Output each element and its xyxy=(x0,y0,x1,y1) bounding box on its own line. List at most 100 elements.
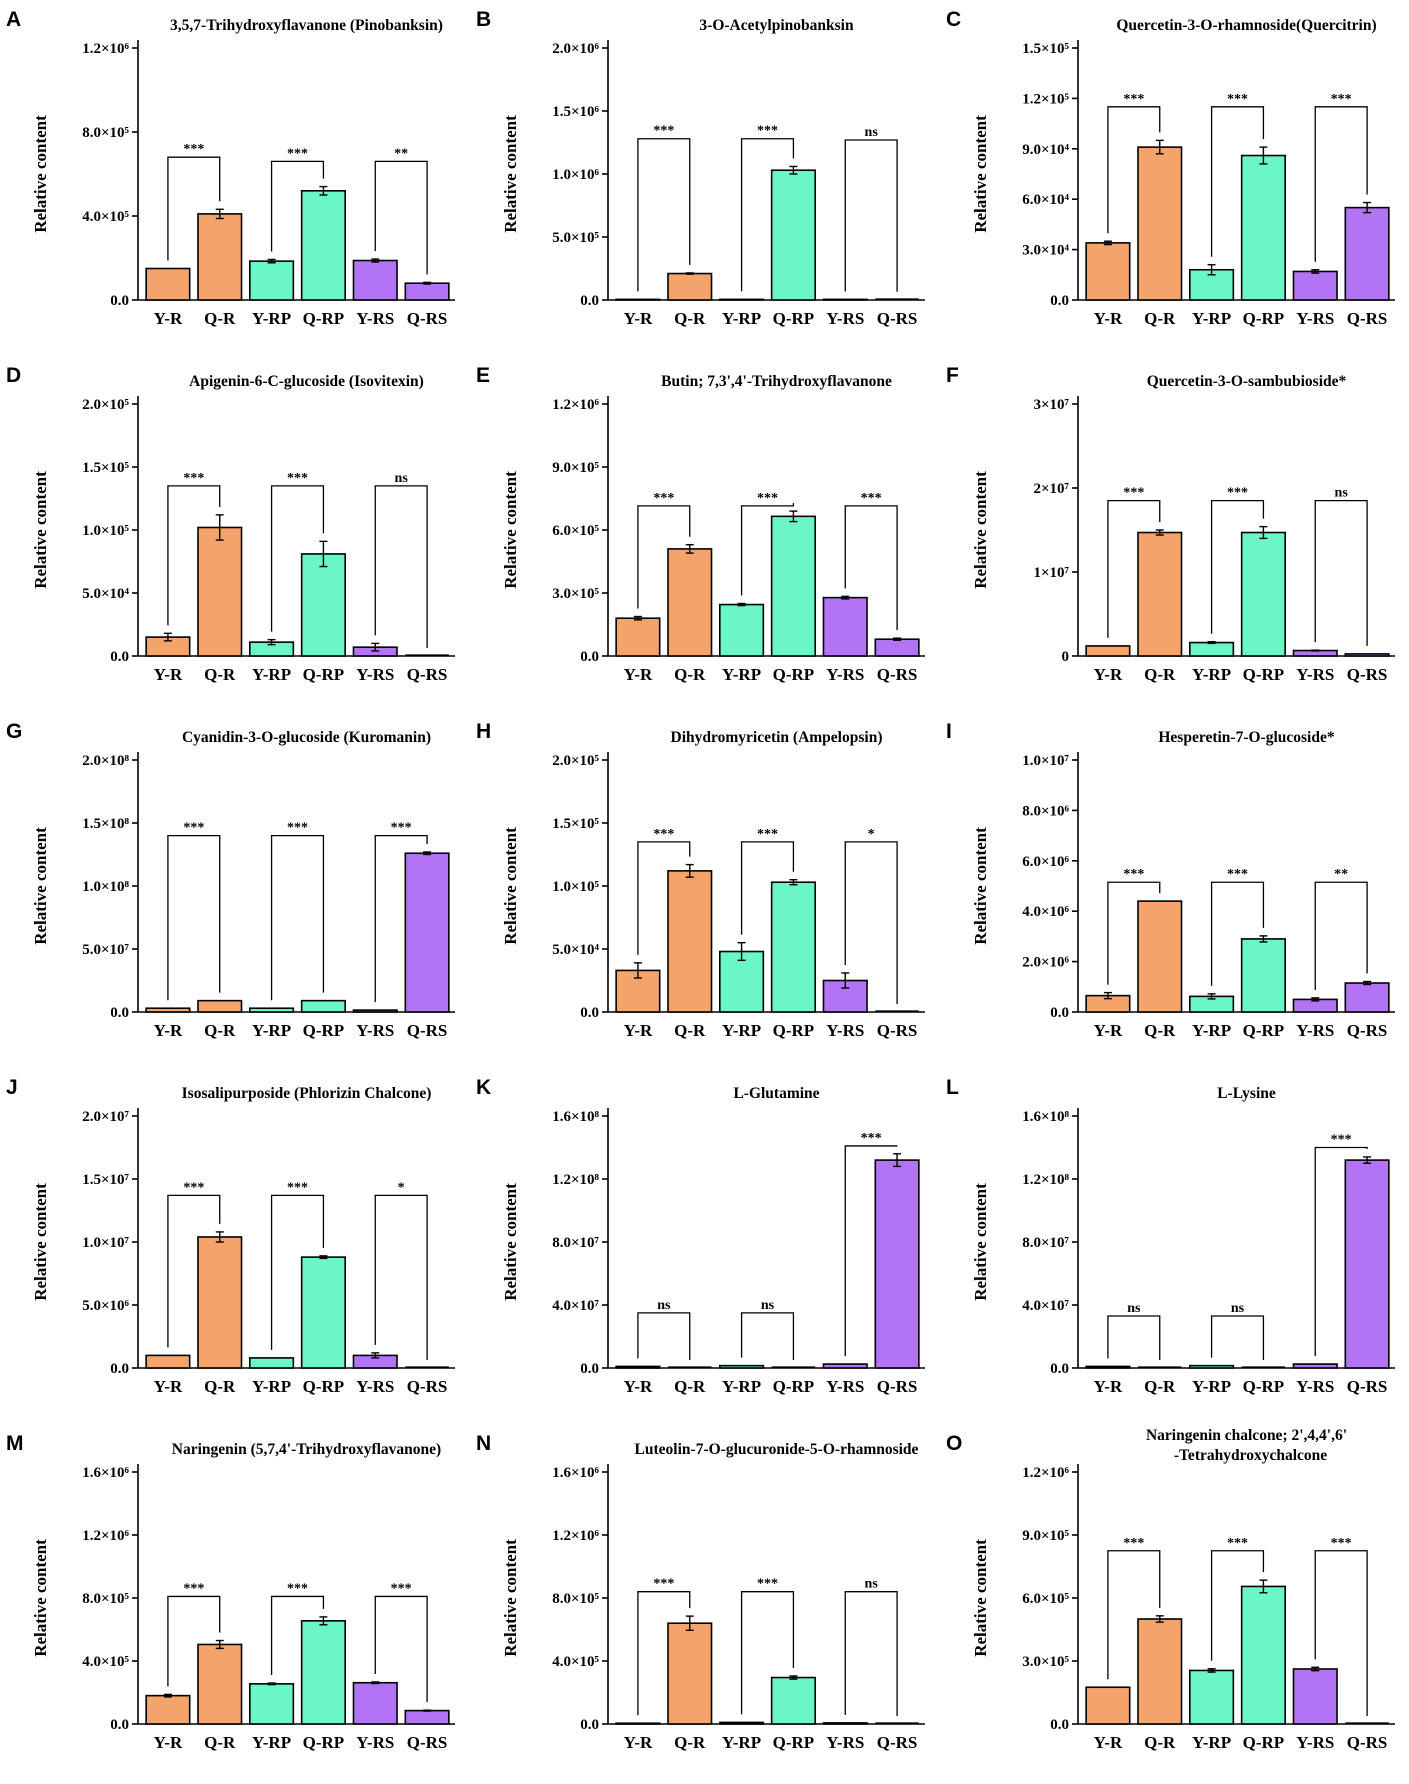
bar-q-rs xyxy=(404,282,450,301)
significance-label: *** xyxy=(653,1577,674,1592)
significance-bracket xyxy=(844,505,898,631)
bar-q-rp xyxy=(770,1676,816,1725)
significance-label: *** xyxy=(1123,92,1144,107)
x-tick-label: Q-RP xyxy=(303,1021,345,1040)
bar-q-r xyxy=(197,1643,243,1725)
bar-y-r xyxy=(145,267,191,301)
significance-bracket xyxy=(167,1194,221,1348)
x-tick-label: Q-RS xyxy=(877,665,918,684)
chart-title: L-Glutamine xyxy=(733,1085,819,1102)
panel-letter: H xyxy=(476,720,491,743)
significance-label: *** xyxy=(287,146,308,161)
bar-q-r xyxy=(1137,146,1183,301)
y-tick-label: 1.2×10⁸ xyxy=(1022,1172,1069,1188)
significance-label: *** xyxy=(1227,92,1248,107)
bar-q-r xyxy=(1137,1618,1183,1725)
y-tick-label: 8.0×10⁶ xyxy=(1022,803,1069,819)
x-tick-label: Y-RP xyxy=(252,309,291,328)
significance-label: ns xyxy=(1127,1301,1141,1316)
y-tick-label: 4.0×10⁵ xyxy=(552,1654,599,1670)
x-tick-label: Q-RP xyxy=(773,309,815,328)
x-tick-label: Y-RP xyxy=(722,309,761,328)
x-tick-label: Y-RP xyxy=(722,665,761,684)
bar-y-rp xyxy=(1189,1669,1235,1725)
significance-bracket xyxy=(844,841,898,1004)
y-tick-label: 8.0×10⁵ xyxy=(82,125,129,141)
y-axis-label: Relative content xyxy=(971,115,990,233)
x-tick-label: Q-RS xyxy=(1347,309,1388,328)
bar-y-r xyxy=(1085,645,1131,657)
y-tick-label: 2.0×10⁵ xyxy=(552,753,599,769)
y-tick-label: 4.0×10⁷ xyxy=(1022,1298,1069,1314)
x-tick-label: Y-R xyxy=(154,665,183,684)
panel-letter: E xyxy=(476,364,490,387)
significance-label: *** xyxy=(1123,1536,1144,1551)
x-tick-label: Q-RS xyxy=(407,309,448,328)
y-tick-label: 8.0×10⁷ xyxy=(1022,1235,1069,1251)
bar-y-rs xyxy=(822,1722,868,1725)
x-tick-label: Y-R xyxy=(1094,665,1123,684)
bar-y-r xyxy=(615,1722,661,1725)
x-tick-label: Q-RP xyxy=(773,665,815,684)
bar-y-rs xyxy=(822,298,868,301)
x-tick-label: Q-RP xyxy=(303,665,345,684)
bar-y-rp xyxy=(1189,268,1235,301)
x-tick-label: Y-RP xyxy=(722,1377,761,1396)
x-tick-label: Y-RS xyxy=(826,1021,864,1040)
bar-y-rp xyxy=(719,1364,765,1369)
significance-label: ns xyxy=(865,125,879,140)
significance-label: ns xyxy=(1335,486,1349,501)
x-tick-label: Q-RP xyxy=(773,1733,815,1752)
y-tick-label: 1.6×10⁶ xyxy=(552,1465,599,1481)
y-tick-label: 1.5×10⁵ xyxy=(82,460,129,476)
significance-bracket xyxy=(1314,881,1368,990)
significance-label: *** xyxy=(653,124,674,139)
y-tick-label: 2×10⁷ xyxy=(1033,481,1069,497)
significance-bracket xyxy=(167,156,221,261)
y-tick-label: 0.0 xyxy=(580,1005,599,1021)
bar-y-rp xyxy=(249,260,295,301)
x-tick-label: Y-RP xyxy=(252,1021,291,1040)
panel-letter: N xyxy=(476,1432,491,1455)
significance-label: *** xyxy=(183,142,204,157)
y-tick-label: 0.0 xyxy=(580,1717,599,1733)
x-tick-label: Q-RP xyxy=(1243,665,1285,684)
y-axis-label: Relative content xyxy=(971,1539,990,1657)
chart-title: 3,5,7-Trihydroxyflavanone (Pinobanksin) xyxy=(170,17,443,34)
bar-q-rs xyxy=(874,638,920,657)
y-axis-label: Relative content xyxy=(501,1183,520,1301)
bar-q-rp xyxy=(1240,531,1286,657)
y-tick-label: 1.5×10⁵ xyxy=(1022,41,1069,57)
y-axis-label: Relative content xyxy=(971,1183,990,1301)
bar-y-rp xyxy=(249,1007,295,1013)
bar-y-rs xyxy=(1292,270,1338,301)
x-tick-label: Q-RS xyxy=(407,1733,448,1752)
significance-bracket xyxy=(1210,1315,1265,1360)
bar-q-rp xyxy=(300,553,346,657)
panel-letter: M xyxy=(6,1432,24,1455)
y-tick-label: 4.0×10⁶ xyxy=(1022,904,1069,920)
x-tick-label: Q-R xyxy=(674,1733,706,1752)
y-axis-label: Relative content xyxy=(971,827,990,945)
panel-letter: O xyxy=(946,1432,962,1455)
x-tick-label: Q-RP xyxy=(1243,1733,1285,1752)
significance-bracket xyxy=(1210,881,1265,986)
y-tick-label: 3.0×10⁵ xyxy=(552,586,599,602)
x-tick-label: Y-R xyxy=(624,1377,653,1396)
significance-bracket xyxy=(637,1591,691,1716)
significance-label: *** xyxy=(653,491,674,506)
x-tick-label: Y-RS xyxy=(356,665,394,684)
significance-bracket xyxy=(1210,106,1265,257)
significance-bracket xyxy=(740,503,795,596)
y-tick-label: 1.6×10⁸ xyxy=(552,1109,599,1125)
y-tick-label: 4.0×10⁵ xyxy=(82,209,129,225)
chart-title: L-Lysine xyxy=(1217,1085,1276,1102)
x-tick-label: Y-RP xyxy=(252,665,291,684)
panel-o: O Naringenin chalcone; 2',4,4',6' -Tetrahy… xyxy=(946,1427,1395,1752)
significance-bracket xyxy=(270,160,325,252)
chart-title-line2: -Tetrahydroxychalcone xyxy=(1174,1447,1327,1464)
significance-label: *** xyxy=(757,124,778,139)
y-tick-label: 9.0×10⁵ xyxy=(552,460,599,476)
bar-y-rp xyxy=(719,1721,765,1725)
bar-q-rp xyxy=(1240,154,1286,301)
